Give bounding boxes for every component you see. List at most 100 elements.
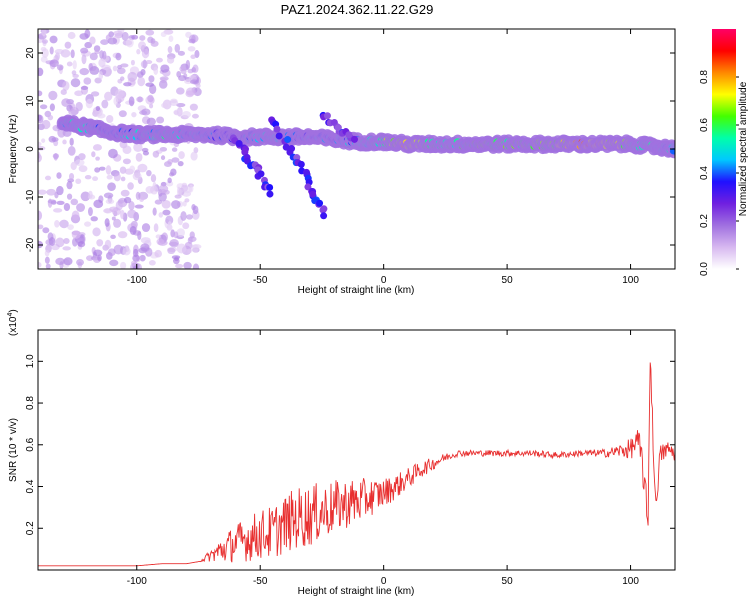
spectrogram-noise-mark xyxy=(118,199,125,204)
spectrogram-noise-mark xyxy=(71,70,77,76)
spectrogram-noise-mark xyxy=(123,196,132,204)
snr-panel: -100 -50 0 50 100 0.2 0.4 0.6 0.8 1.0 Height of … xyxy=(7,309,676,597)
spectrogram-branch-mark xyxy=(266,190,274,198)
spectrogram-noise-mark xyxy=(161,200,171,209)
spectrogram-noise-mark xyxy=(38,240,44,249)
spectrogram-noise-mark xyxy=(171,157,180,163)
colorbar-tick-label: 0.2 xyxy=(699,214,710,228)
spectrogram-noise-mark xyxy=(173,231,179,239)
spectrogram-noise-mark xyxy=(89,52,98,61)
spectrogram-noise-mark xyxy=(66,193,73,200)
spectrogram-noise-mark xyxy=(63,237,70,245)
spectrogram-noise-mark xyxy=(95,105,101,112)
spectrogram-noise-mark xyxy=(38,210,43,221)
spectrogram-noise-mark xyxy=(185,87,196,96)
spectrogram-noise-mark xyxy=(168,35,174,43)
spectrogram-branch-mark xyxy=(351,135,359,143)
spectrogram-ridge-mark xyxy=(669,148,675,155)
spectrogram-noise-mark xyxy=(145,29,155,36)
spectrogram-noise-mark xyxy=(160,155,166,161)
spectrogram-noise-mark xyxy=(41,138,46,143)
spectrogram-noise-mark xyxy=(145,185,154,194)
spectrogram-noise-mark xyxy=(93,199,104,209)
spectrogram-noise-mark xyxy=(120,176,126,182)
spectrogram-noise-mark xyxy=(167,177,172,184)
spectrogram-noise-mark xyxy=(113,244,124,255)
spectrogram-noise-mark xyxy=(119,76,125,81)
spectrogram-noise-mark xyxy=(176,71,182,78)
spectrogram-noise-mark xyxy=(88,63,93,71)
spectrogram-noise-mark xyxy=(167,46,173,54)
spectrogram-noise-mark xyxy=(96,239,104,247)
spectrogram-noise-mark xyxy=(91,151,96,158)
spectrogram-noise-mark xyxy=(166,180,174,187)
spectrogram-noise-mark xyxy=(176,102,186,108)
spectrogram-noise-mark xyxy=(76,259,84,266)
y-tick-label: -20 xyxy=(25,237,36,252)
spectrogram-noise-mark xyxy=(48,237,56,246)
spectrogram-noise-mark xyxy=(69,137,74,146)
spectrogram-noise-mark xyxy=(193,87,202,97)
spectrogram-noise-mark xyxy=(95,156,100,161)
spectrogram-noise-mark xyxy=(68,109,79,116)
spectrogram-noise-mark xyxy=(38,141,42,147)
spectrogram-noise-mark xyxy=(105,198,115,205)
spectrogram-noise-mark xyxy=(162,209,171,216)
spectrogram-noise-mark xyxy=(130,59,135,66)
x-tick-label: -100 xyxy=(127,275,147,286)
x-tick-label: 50 xyxy=(502,275,514,286)
spectrogram-noise-mark xyxy=(113,173,121,182)
spectrogram-noise-mark xyxy=(140,60,148,69)
spectrogram-noise-mark xyxy=(189,79,200,85)
spectrogram-noise-mark xyxy=(81,54,87,65)
spectrogram-noise-mark xyxy=(47,199,57,204)
spectrogram-branch-mark xyxy=(345,131,353,139)
spectrogram-noise-mark xyxy=(182,200,187,207)
spectrogram-noise-mark xyxy=(38,114,44,124)
snr-marks xyxy=(38,362,675,567)
spectrogram-noise-mark xyxy=(112,65,118,72)
spectrogram-noise-mark xyxy=(153,66,159,76)
spectrogram-noise-mark xyxy=(139,110,148,115)
spectrogram-noise-mark xyxy=(122,145,132,155)
spectrogram-noise-mark xyxy=(78,165,88,173)
spectrogram-noise-mark xyxy=(175,263,184,269)
colorbar-ticks: 0.0 0.2 0.4 0.6 0.8 xyxy=(699,70,739,276)
spectrogram-noise-mark xyxy=(105,34,112,41)
spectrogram-noise-mark xyxy=(167,221,172,230)
spectrogram-noise-mark xyxy=(177,50,185,56)
spectrogram-noise-mark xyxy=(182,111,191,118)
spectrogram-noise-mark xyxy=(54,219,60,228)
spectrogram-noise-mark xyxy=(187,237,193,244)
spectrogram-noise-mark xyxy=(191,244,199,253)
spectrogram-noise-mark xyxy=(122,247,131,256)
spectrogram-noise-mark xyxy=(84,221,92,227)
spectrogram-noise-mark xyxy=(137,163,148,173)
spectrogram-noise-mark xyxy=(56,200,65,206)
spectrogram-noise-mark xyxy=(113,30,123,37)
spectrogram-noise-mark xyxy=(56,64,64,71)
spectrogram-noise-mark xyxy=(88,190,93,199)
spectrogram-noise-mark xyxy=(96,113,106,119)
snr-y-axis: 0.2 0.4 0.6 0.8 1.0 xyxy=(25,354,675,535)
spectrogram-noise-mark xyxy=(44,249,50,257)
spectrogram-noise-mark xyxy=(38,153,42,163)
spectrogram-x-label: Height of straight line (km) xyxy=(298,285,415,296)
spectrogram-noise-mark xyxy=(135,191,141,200)
figure-title: PAZ1.2024.362.11.22.G29 xyxy=(281,2,434,17)
spectrogram-noise-mark xyxy=(75,101,83,112)
spectrogram-noise-mark xyxy=(140,243,150,252)
spectrogram-noise-mark xyxy=(87,206,93,217)
spectrogram-noise-mark xyxy=(70,49,75,59)
spectrogram-noise-mark xyxy=(141,223,151,233)
spectrogram-noise-mark xyxy=(90,91,100,97)
spectrogram-noise-mark xyxy=(93,249,103,257)
spectrogram-noise-mark xyxy=(156,57,163,63)
spectrogram-noise-mark xyxy=(158,184,169,194)
x-tick-label: 50 xyxy=(502,576,514,587)
colorbar-tick-label: 0.8 xyxy=(699,70,710,84)
spectrogram-branch-mark xyxy=(273,125,281,133)
spectrogram-noise-mark xyxy=(174,194,182,199)
spectrogram-noise-mark xyxy=(134,204,144,209)
